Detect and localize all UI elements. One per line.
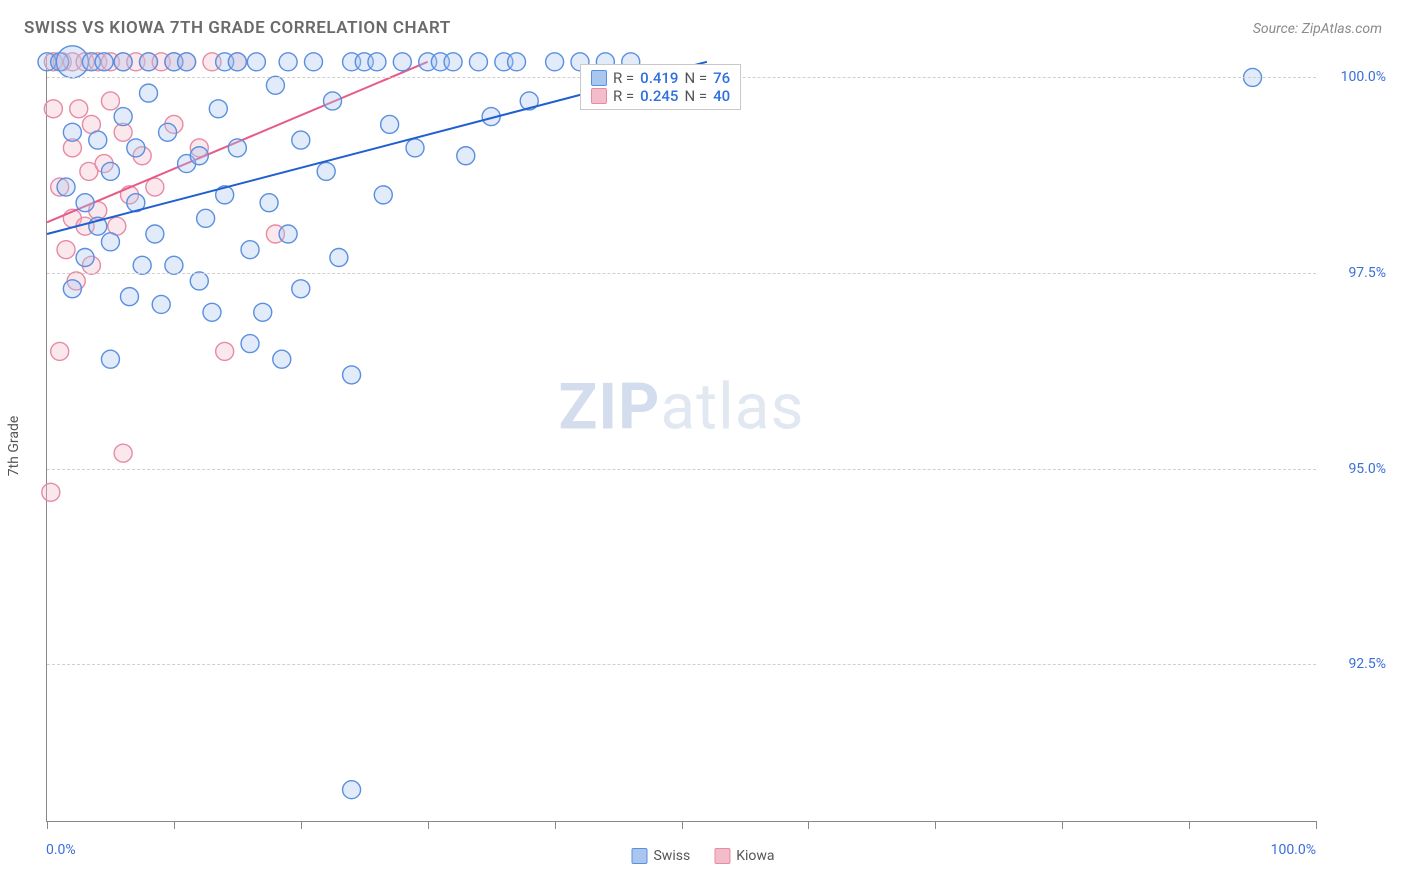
legend-swatch-swiss xyxy=(631,848,647,864)
point-swiss xyxy=(273,350,291,368)
point-swiss xyxy=(95,53,113,71)
point-swiss xyxy=(508,53,526,71)
legend-swatch-kiowa xyxy=(714,848,730,864)
point-swiss xyxy=(57,178,75,196)
point-swiss xyxy=(133,256,151,274)
stats-swatch-swiss xyxy=(591,70,607,86)
point-swiss xyxy=(406,139,424,157)
stats-swatch-kiowa xyxy=(591,88,607,104)
point-swiss xyxy=(304,53,322,71)
point-kiowa xyxy=(44,100,62,118)
stats-r-kiowa: 0.245 xyxy=(640,87,678,105)
point-swiss xyxy=(260,194,278,212)
point-kiowa xyxy=(216,342,234,360)
point-swiss xyxy=(279,53,297,71)
point-swiss xyxy=(343,781,361,799)
y-tick-label: 97.5% xyxy=(1326,265,1386,281)
point-swiss xyxy=(469,53,487,71)
point-swiss xyxy=(63,123,81,141)
point-swiss xyxy=(152,295,170,313)
point-swiss xyxy=(127,139,145,157)
point-swiss xyxy=(63,280,81,298)
point-swiss xyxy=(374,186,392,204)
legend-label-kiowa: Kiowa xyxy=(736,848,774,864)
point-kiowa xyxy=(114,444,132,462)
point-swiss xyxy=(101,350,119,368)
point-swiss xyxy=(178,53,196,71)
point-swiss xyxy=(89,131,107,149)
point-swiss xyxy=(247,53,265,71)
y-tick-label: 100.0% xyxy=(1326,69,1386,85)
point-swiss xyxy=(76,194,94,212)
point-swiss xyxy=(209,100,227,118)
point-kiowa xyxy=(57,241,75,259)
point-swiss xyxy=(266,76,284,94)
point-swiss xyxy=(343,366,361,384)
point-kiowa xyxy=(42,483,60,501)
point-swiss xyxy=(254,303,272,321)
point-swiss xyxy=(120,288,138,306)
legend-label-swiss: Swiss xyxy=(653,848,690,864)
point-swiss xyxy=(114,108,132,126)
point-swiss xyxy=(197,209,215,227)
stats-r-swiss: 0.419 xyxy=(640,69,678,87)
point-swiss xyxy=(381,115,399,133)
point-swiss xyxy=(165,256,183,274)
point-swiss xyxy=(324,92,342,110)
point-swiss xyxy=(228,139,246,157)
y-axis-title: 7th Grade xyxy=(6,416,22,477)
stats-n-kiowa: 40 xyxy=(713,87,730,105)
point-swiss xyxy=(241,335,259,353)
point-swiss xyxy=(159,123,177,141)
point-swiss xyxy=(444,53,462,71)
y-tick-label: 92.5% xyxy=(1326,656,1386,672)
point-swiss xyxy=(203,303,221,321)
stats-n-swiss: 76 xyxy=(713,69,730,87)
source-attribution: Source: ZipAtlas.com xyxy=(1253,21,1382,37)
point-swiss xyxy=(228,53,246,71)
x-label-max: 100.0% xyxy=(1271,842,1316,858)
plot-area: ZIPatlas R =0.419 N =76 R =0.245 N =40 9… xyxy=(46,54,1316,822)
point-swiss xyxy=(146,225,164,243)
point-swiss xyxy=(279,225,297,243)
legend-item-kiowa: Kiowa xyxy=(714,848,774,864)
point-kiowa xyxy=(70,100,88,118)
point-swiss xyxy=(241,241,259,259)
y-tick-label: 95.0% xyxy=(1326,461,1386,477)
point-kiowa xyxy=(101,92,119,110)
point-swiss xyxy=(140,53,158,71)
point-swiss xyxy=(292,131,310,149)
point-swiss xyxy=(140,84,158,102)
correlation-stats-box: R =0.419 N =76 R =0.245 N =40 xyxy=(580,64,741,110)
point-swiss xyxy=(546,53,564,71)
point-swiss xyxy=(393,53,411,71)
point-swiss xyxy=(368,53,386,71)
legend-item-swiss: Swiss xyxy=(631,848,690,864)
point-swiss xyxy=(457,147,475,165)
point-swiss xyxy=(101,162,119,180)
legend: Swiss Kiowa xyxy=(631,848,774,864)
point-kiowa xyxy=(146,178,164,196)
point-swiss xyxy=(114,53,132,71)
point-kiowa xyxy=(51,342,69,360)
x-label-min: 0.0% xyxy=(46,842,76,858)
point-swiss xyxy=(330,248,348,266)
point-swiss xyxy=(190,147,208,165)
point-swiss xyxy=(317,162,335,180)
point-swiss xyxy=(76,248,94,266)
chart-title: SWISS VS KIOWA 7TH GRADE CORRELATION CHA… xyxy=(24,18,451,38)
scatter-svg xyxy=(47,54,1316,821)
point-swiss xyxy=(190,272,208,290)
point-swiss xyxy=(101,233,119,251)
point-swiss xyxy=(292,280,310,298)
